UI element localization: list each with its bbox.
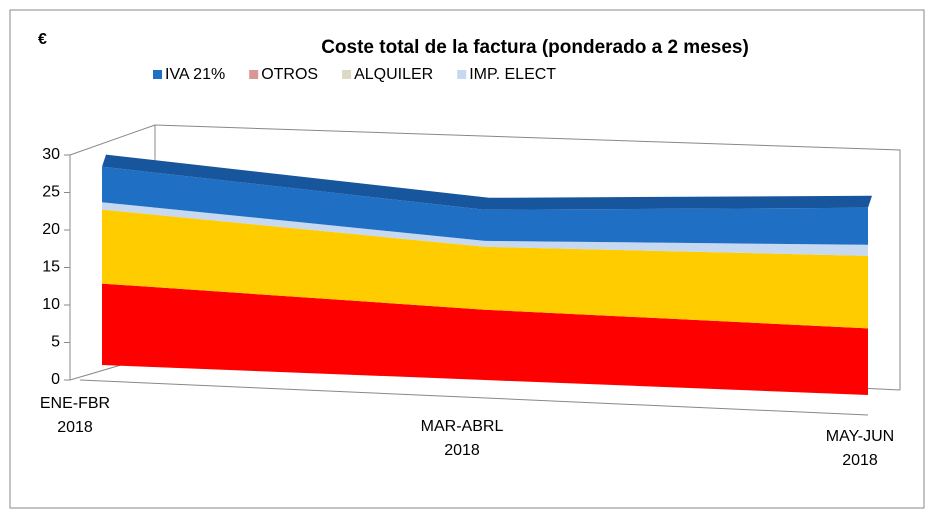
y-tick-label: 15 bbox=[42, 259, 60, 276]
area bbox=[102, 202, 868, 256]
y-tick-label: 0 bbox=[51, 371, 60, 388]
side-wall bbox=[69, 124, 156, 156]
legend-label: IMP. ELECT bbox=[469, 66, 556, 83]
x-tick-label: ENE-FBR 2018 bbox=[39, 395, 111, 436]
y-tick-label: 20 bbox=[42, 221, 60, 238]
area-top bbox=[102, 154, 872, 210]
legend-label: ALQUILER bbox=[354, 66, 433, 83]
area bbox=[102, 283, 868, 395]
floor bbox=[79, 379, 869, 416]
legend-swatch bbox=[153, 70, 162, 79]
area bbox=[102, 209, 868, 329]
y-tick-label: 25 bbox=[42, 184, 60, 201]
y-tick-label: 30 bbox=[42, 146, 60, 163]
y-tick-label: 10 bbox=[42, 296, 60, 313]
x-tick-label: MAY-JUN 2018 bbox=[825, 428, 895, 469]
legend-swatch bbox=[342, 70, 352, 79]
x-tick-label: MAR-ABRL 2018 bbox=[420, 418, 504, 459]
chart-title: Coste total de la factura (ponderado a 2… bbox=[321, 37, 749, 58]
y-unit: € bbox=[38, 31, 47, 48]
legend-label: OTROS bbox=[261, 66, 318, 83]
y-tick-label: 5 bbox=[51, 334, 60, 351]
legend-swatch bbox=[457, 70, 467, 79]
area bbox=[102, 166, 868, 245]
back-wall bbox=[154, 124, 901, 390]
legend-swatch bbox=[249, 70, 259, 79]
legend-label: IVA 21% bbox=[165, 66, 225, 83]
